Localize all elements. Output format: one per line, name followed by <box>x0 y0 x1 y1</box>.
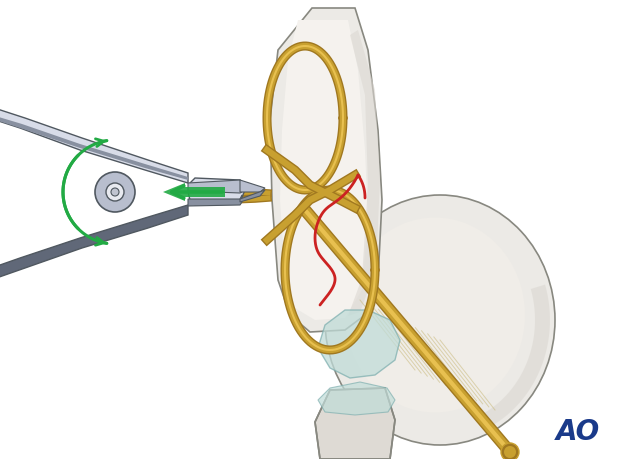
Ellipse shape <box>345 218 525 413</box>
Polygon shape <box>280 20 368 320</box>
Polygon shape <box>188 180 242 193</box>
Polygon shape <box>318 382 395 415</box>
Polygon shape <box>188 178 245 205</box>
Polygon shape <box>318 310 400 378</box>
Polygon shape <box>483 285 550 427</box>
Circle shape <box>111 188 119 196</box>
Polygon shape <box>188 195 242 206</box>
Text: AO: AO <box>556 418 600 446</box>
Polygon shape <box>315 388 395 459</box>
Polygon shape <box>0 112 188 180</box>
Ellipse shape <box>325 195 555 445</box>
Polygon shape <box>348 30 380 316</box>
Circle shape <box>95 172 135 212</box>
Polygon shape <box>270 8 382 332</box>
Circle shape <box>504 446 516 458</box>
Polygon shape <box>240 190 265 202</box>
Circle shape <box>106 183 124 201</box>
Circle shape <box>501 443 519 459</box>
Polygon shape <box>0 205 188 282</box>
Polygon shape <box>0 105 188 183</box>
Polygon shape <box>240 180 265 192</box>
Polygon shape <box>163 183 225 201</box>
